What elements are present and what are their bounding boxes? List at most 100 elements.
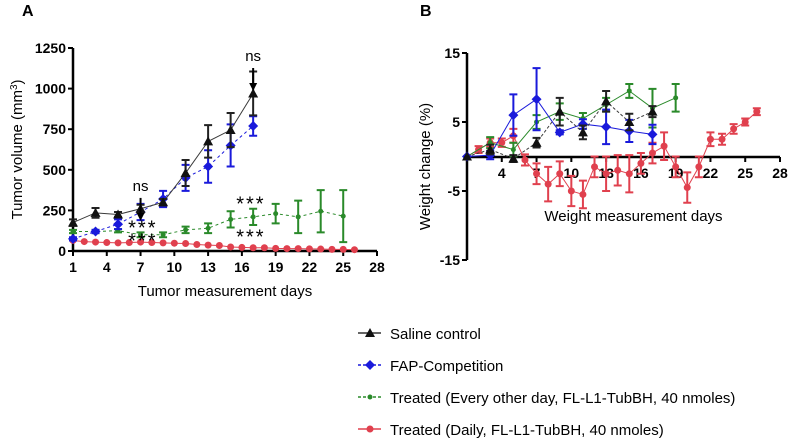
data-point <box>350 246 358 254</box>
x-tick-label: 4 <box>103 259 111 275</box>
chart-panel-b: -15-55154710131619222528Weight measureme… <box>417 45 788 268</box>
y-tick-label: 500 <box>43 162 67 178</box>
x-tick-label: 10 <box>564 165 580 181</box>
series-saline <box>68 70 259 227</box>
x-tick-label: 25 <box>335 259 351 275</box>
y-tick-label: 0 <box>58 243 66 259</box>
data-point <box>602 170 610 178</box>
data-point <box>601 96 612 106</box>
data-point <box>625 170 633 178</box>
legend-label: Saline control <box>390 326 481 343</box>
legend-marker-icon <box>365 328 375 337</box>
data-point <box>624 117 635 126</box>
data-point <box>577 119 588 130</box>
data-point <box>250 214 256 220</box>
data-point <box>273 211 279 217</box>
data-point <box>648 149 656 157</box>
data-point <box>544 180 552 188</box>
y-tick-label: -5 <box>448 183 461 199</box>
data-point <box>137 238 145 246</box>
annotation-significance: *** <box>128 218 157 240</box>
data-point <box>340 213 346 219</box>
legend-label: Treated (Daily, FL-L1-TubBH, 40 nmoles) <box>390 422 664 439</box>
data-point <box>180 168 191 178</box>
data-point <box>204 241 212 249</box>
x-tick-label: 7 <box>137 259 145 275</box>
data-point <box>673 95 679 101</box>
data-point <box>80 238 88 246</box>
x-tick-label: 1 <box>69 259 77 275</box>
data-point <box>215 241 223 249</box>
x-tick-label: 28 <box>369 259 385 275</box>
series-every_other <box>69 189 348 244</box>
data-point <box>718 135 726 143</box>
annotation-significance: *** <box>236 227 265 249</box>
data-point <box>193 241 201 249</box>
data-point <box>567 187 575 195</box>
data-point <box>295 214 301 220</box>
data-point <box>556 170 564 178</box>
y-axis-label: Weight change (%) <box>417 103 434 230</box>
data-point <box>317 245 325 253</box>
data-point <box>579 190 587 198</box>
data-point <box>294 245 302 253</box>
legend-marker-icon <box>367 394 373 400</box>
legend-label: Treated (Every other day, FL-L1-TubBH, 4… <box>390 390 735 407</box>
data-point <box>125 239 133 247</box>
y-axis-label-text: Tumor volume (mm <box>9 90 26 219</box>
data-point <box>227 243 235 251</box>
data-point <box>554 127 565 138</box>
data-point <box>68 233 78 244</box>
x-axis-label: Tumor measurement days <box>138 283 313 300</box>
legend-marker-icon <box>366 425 374 433</box>
data-point <box>203 136 214 146</box>
data-point <box>283 245 291 253</box>
annotation-ns: ns <box>133 178 149 195</box>
series-line <box>72 125 254 240</box>
data-point <box>554 106 565 116</box>
data-point <box>272 244 280 252</box>
data-point <box>508 153 519 163</box>
data-point <box>328 245 336 253</box>
legend-item-every_other: Treated (Every other day, FL-L1-TubBH, 4… <box>358 390 735 407</box>
data-point <box>695 163 703 171</box>
data-point <box>531 94 542 105</box>
data-point <box>225 125 236 135</box>
chart-panel-a: 0 250 500 750 1000 1250 1 4 7 10 13 16 19 22 25 28 Tumor… <box>9 40 385 300</box>
data-point <box>248 120 259 131</box>
arrow-head-icon <box>136 212 145 221</box>
data-point <box>672 163 680 171</box>
annotation-significance: *** <box>128 231 157 253</box>
x-tick-label: 4 <box>498 165 506 181</box>
data-point <box>170 239 178 247</box>
data-point <box>182 240 190 248</box>
x-tick-label: 22 <box>302 259 318 275</box>
legend: Saline control FAP-Competition Treated (Ev… <box>358 326 735 439</box>
data-point <box>601 121 612 132</box>
x-tick-label: 10 <box>167 259 183 275</box>
data-point <box>498 139 506 147</box>
data-point <box>647 106 658 116</box>
data-point <box>248 88 259 98</box>
series-line <box>466 111 758 196</box>
data-point <box>741 118 749 126</box>
data-point <box>260 244 268 252</box>
data-point <box>205 225 211 231</box>
data-point <box>138 232 144 238</box>
x-tick-label: 19 <box>268 259 284 275</box>
data-point <box>103 239 111 247</box>
data-point <box>92 238 100 246</box>
legend-marker-icon <box>365 360 375 370</box>
y-axis-label-close: ) <box>9 79 26 84</box>
data-point <box>577 127 588 137</box>
y-axis-label-superscript: 3 <box>9 84 20 90</box>
y-axis-label-text: Weight change (%) <box>417 103 434 230</box>
data-point <box>148 239 156 247</box>
data-point <box>249 244 257 252</box>
data-point <box>510 147 516 153</box>
y-tick-label: 15 <box>444 45 460 61</box>
data-point <box>183 227 189 233</box>
data-point <box>753 108 761 116</box>
series-every_other <box>464 83 680 159</box>
series-line <box>466 90 676 157</box>
